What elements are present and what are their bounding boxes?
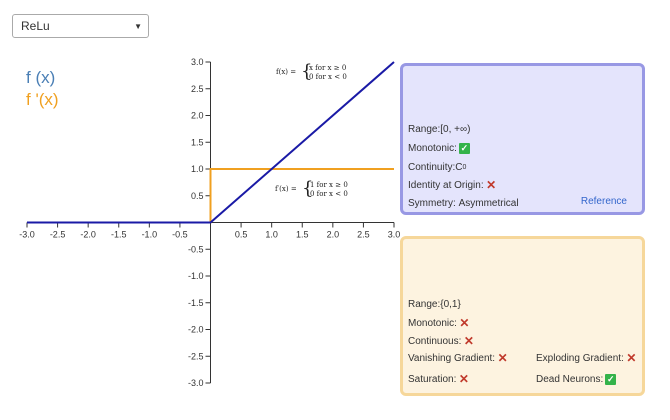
- activation-select-value: ReLu: [21, 19, 50, 33]
- fp-monotonic-row: Monotonic: ✕: [408, 316, 470, 330]
- f-range-row: Range: [0, +∞): [408, 124, 470, 135]
- fp-exploding-label: Exploding Gradient:: [536, 353, 624, 364]
- formula-f-case2: 0 for x < 0: [309, 73, 347, 81]
- fp-range-row: Range: {0,1}: [408, 299, 461, 310]
- x-tick-label: -1.0: [142, 230, 158, 240]
- f-symmetry-row: Symmetry: Asymmetrical: [408, 198, 519, 209]
- legend-f: f (x): [26, 68, 56, 87]
- fp-dead-label: Dead Neurons:: [536, 374, 604, 385]
- formula-fprime-case1: 1 for x ≥ 0: [310, 181, 348, 189]
- y-tick-label: -1.0: [188, 271, 204, 281]
- fp-vanishing-label: Vanishing Gradient:: [408, 353, 496, 364]
- y-tick-label: 2.0: [191, 111, 204, 121]
- y-tick-label: -2.5: [188, 351, 204, 361]
- legend-fprime: f '(x): [26, 90, 59, 109]
- f-identity-row: Identity at Origin: ✕: [408, 178, 497, 192]
- y-tick-label: 2.5: [191, 84, 204, 94]
- x-tick-label: 3.0: [388, 230, 401, 240]
- f-continuity-sup: 0: [462, 164, 467, 171]
- x-axis-ticks: -3.0 -2.5 -2.0 -1.5 -1.0 -0.5 0.5 1.0 1.5 2.0 2.5 3…: [19, 222, 401, 240]
- y-axis-ticks: 3.0 2.5 2.0 1.5 1.0 0.5 -0.5 -1.0 -1.5 -2.0 -2.5 -3…: [188, 57, 211, 388]
- fp-continuous-label: Continuous:: [408, 336, 462, 347]
- activation-select[interactable]: ReLu ▼: [12, 14, 149, 38]
- f-monotonic-label: Monotonic:: [408, 143, 457, 154]
- y-tick-label: -2.0: [188, 325, 204, 335]
- x-tick-label: -1.5: [111, 230, 127, 240]
- fp-range-label: Range:: [408, 299, 441, 310]
- fp-saturation-label: Saturation:: [408, 374, 457, 385]
- formula-fprime: f′(x) = { 1 for x ≥ 0 0 for x < 0: [275, 178, 348, 199]
- fp-vanishing-row: Vanishing Gradient: ✕: [408, 351, 508, 365]
- y-tick-label: -1.5: [188, 298, 204, 308]
- fp-range-value: {0,1}: [440, 299, 461, 310]
- x-tick-label: -3.0: [19, 230, 35, 240]
- f-symmetry-label: Symmetry:: [408, 198, 456, 209]
- check-icon: ✓: [605, 374, 617, 385]
- cross-icon: ✕: [459, 316, 470, 330]
- y-tick-label: 1.5: [191, 137, 204, 147]
- cross-icon: ✕: [458, 372, 469, 386]
- cross-icon: ✕: [486, 178, 497, 192]
- chevron-down-icon: ▼: [134, 21, 142, 31]
- cross-icon: ✕: [463, 334, 474, 348]
- f-symmetry-value: Asymmetrical: [458, 198, 519, 209]
- cross-icon: ✕: [497, 351, 508, 365]
- x-tick-label: 0.5: [235, 230, 248, 240]
- x-tick-label: 1.0: [265, 230, 278, 240]
- reference-link[interactable]: Reference: [580, 196, 627, 207]
- f-properties-panel: Range: [0, +∞) Monotonic: ✓ Continuity: …: [400, 63, 645, 215]
- formula-fprime-brace: {: [302, 178, 313, 199]
- f-identity-label: Identity at Origin:: [408, 180, 484, 191]
- series-f-line: [27, 61, 395, 224]
- fprime-properties-panel: Range: {0,1} Monotonic: ✕ Continuous: ✕ …: [400, 236, 645, 396]
- formula-fprime-lhs: f′(x) =: [275, 185, 297, 193]
- cross-icon: ✕: [626, 351, 637, 365]
- x-tick-label: 1.5: [296, 230, 309, 240]
- formula-f: f(x) = { x for x ≥ 0 0 for x < 0: [276, 61, 347, 82]
- formula-f-case1: x for x ≥ 0: [309, 64, 346, 72]
- x-tick-label: 2.0: [327, 230, 340, 240]
- y-tick-label: -3.0: [188, 378, 204, 388]
- fp-monotonic-label: Monotonic:: [408, 318, 457, 329]
- f-continuity-value: C: [455, 162, 463, 173]
- x-tick-label: -2.5: [50, 230, 66, 240]
- y-tick-label: 1.0: [191, 164, 204, 174]
- f-range-value: [0, +∞): [440, 124, 471, 135]
- formula-fprime-case2: 0 for x < 0: [310, 190, 348, 198]
- fp-continuous-row: Continuous: ✕: [408, 334, 474, 348]
- f-range-label: Range:: [408, 124, 441, 135]
- formula-f-brace: {: [301, 61, 312, 82]
- y-tick-label: 3.0: [191, 57, 204, 67]
- x-tick-label: -0.5: [172, 230, 188, 240]
- f-monotonic-row: Monotonic: ✓: [408, 143, 470, 154]
- fp-exploding-row: Exploding Gradient: ✕: [536, 351, 637, 365]
- check-icon: ✓: [458, 143, 470, 154]
- y-tick-label: 0.5: [191, 191, 204, 201]
- x-tick-label: -2.0: [80, 230, 96, 240]
- fp-saturation-row: Saturation: ✕: [408, 372, 469, 386]
- formula-f-lhs: f(x) =: [276, 68, 296, 76]
- f-continuity-label: Continuity:: [408, 162, 456, 173]
- x-tick-label: 2.5: [357, 230, 370, 240]
- y-tick-label: -0.5: [188, 244, 204, 254]
- fp-dead-row: Dead Neurons: ✓: [536, 374, 617, 385]
